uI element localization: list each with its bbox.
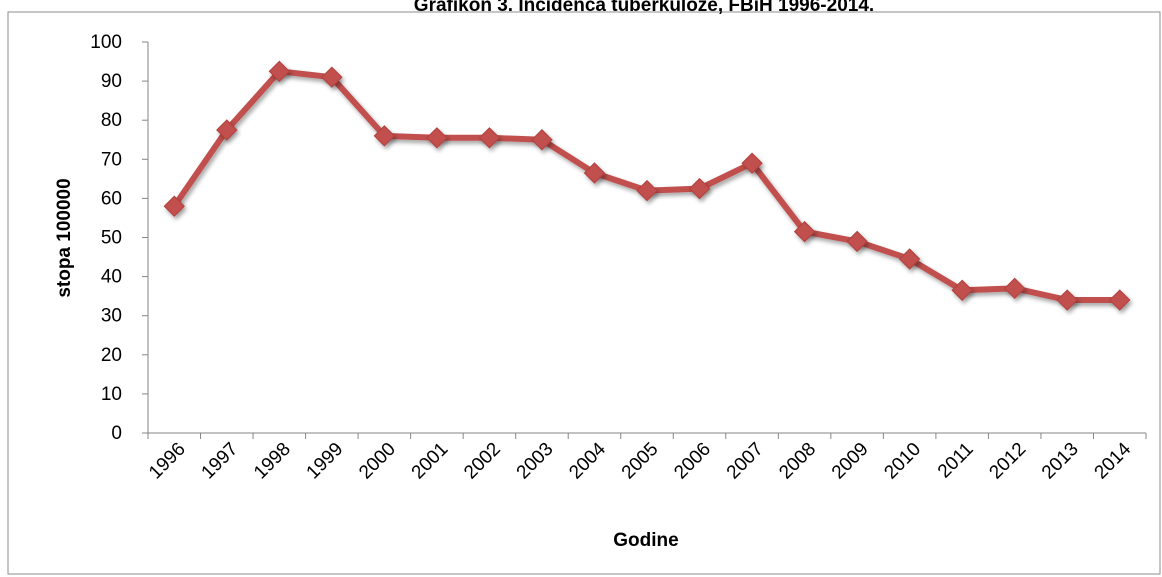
- data-point-marker: [1056, 289, 1078, 311]
- data-point-marker: [478, 127, 501, 149]
- data-point-marker: [163, 195, 185, 217]
- y-axis-label: stopa 100000: [54, 178, 75, 297]
- data-point-marker: [898, 248, 921, 270]
- data-point-marker: [688, 177, 711, 200]
- y-tick-label: 90: [101, 71, 122, 92]
- y-tick-label: 10: [101, 384, 122, 405]
- y-tick-label: 20: [101, 345, 122, 366]
- data-point-marker: [1003, 277, 1026, 300]
- data-point-marker: [1109, 289, 1131, 311]
- data-point-marker: [373, 125, 396, 147]
- data-point-marker: [268, 60, 291, 83]
- data-point-marker: [741, 152, 763, 174]
- series-layer: [163, 60, 1131, 311]
- y-tick-label: 30: [101, 306, 122, 327]
- data-point-marker: [951, 279, 973, 301]
- data-point-marker: [216, 119, 238, 141]
- data-point-marker: [793, 220, 816, 243]
- data-point-marker: [846, 230, 868, 253]
- x-axis-label: Godine: [613, 530, 678, 551]
- data-point-marker: [321, 66, 343, 88]
- y-tick-label: 50: [101, 228, 122, 249]
- chart-title: Grafikon 3. Incidenca tuberkuloze, FBiH …: [414, 0, 874, 16]
- y-tick-label: 60: [101, 188, 122, 209]
- y-tick-label: 100: [90, 32, 122, 53]
- data-point-marker: [426, 127, 448, 149]
- chart-border: [7, 11, 1161, 575]
- data-point-marker: [636, 179, 658, 202]
- y-axis: 0 10 20 30 40 50 60 70 80 90 100: [90, 32, 149, 444]
- y-tick-label: 80: [101, 110, 122, 131]
- data-point-marker: [531, 129, 553, 151]
- y-tick-label: 40: [101, 267, 122, 288]
- data-point-marker: [583, 162, 606, 184]
- y-tick-label: 70: [101, 149, 122, 170]
- y-tick-label: 0: [111, 423, 122, 444]
